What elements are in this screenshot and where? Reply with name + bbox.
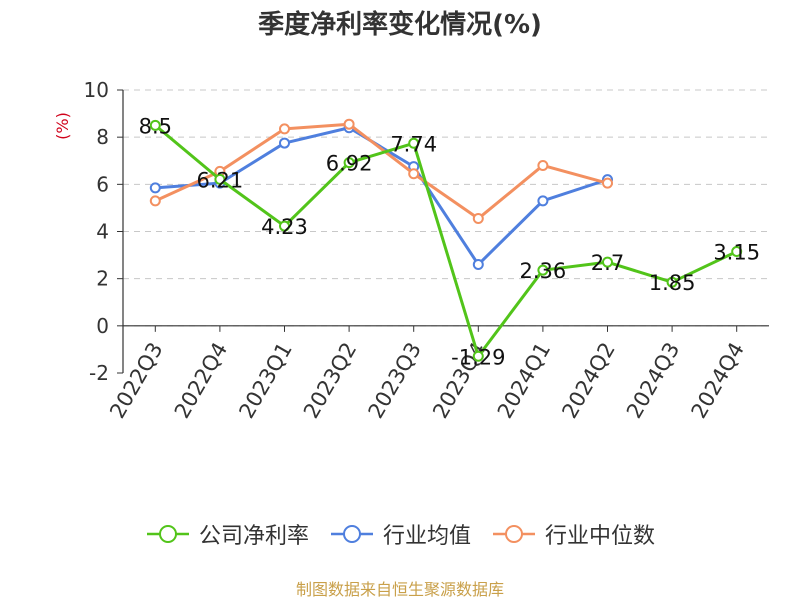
legend-item-industry-median[interactable]: 行业中位数 xyxy=(491,518,655,550)
x-tick-label: 2023Q1 xyxy=(234,338,296,422)
data-point xyxy=(149,182,161,194)
data-point xyxy=(472,350,484,362)
x-tick-label: 2023Q3 xyxy=(364,338,426,422)
data-point xyxy=(472,213,484,225)
data-label: 6.21 xyxy=(197,168,244,192)
data-point xyxy=(279,220,290,232)
source-note: 制图数据来自恒生聚源数据库 xyxy=(295,580,504,599)
y-tick-label: -2 xyxy=(89,361,109,385)
data-point xyxy=(214,173,226,185)
data-point xyxy=(408,168,420,180)
x-tick-label: 2024Q3 xyxy=(622,338,684,422)
legend-label-company: 公司净利率 xyxy=(198,524,309,549)
data-point xyxy=(279,137,290,149)
data-point xyxy=(472,259,484,271)
data-point xyxy=(537,195,549,207)
y-tick-label: 4 xyxy=(96,220,109,244)
data-point xyxy=(602,256,613,268)
legend-marker-industry-median xyxy=(493,525,535,543)
data-point xyxy=(343,118,355,130)
y-tick-label: 10 xyxy=(84,78,109,102)
data-label: 7.74 xyxy=(390,132,437,156)
legend: 公司净利率 行业均值 行业中位数 xyxy=(0,518,800,550)
x-tick-label: 2024Q2 xyxy=(557,338,619,422)
legend-label-industry-mean: 行业均值 xyxy=(382,524,471,549)
data-label: 6.92 xyxy=(326,152,373,176)
legend-item-company[interactable]: 公司净利率 xyxy=(145,518,309,550)
legend-marker-industry-mean xyxy=(330,525,373,543)
data-point xyxy=(537,264,549,276)
y-tick-label: 0 xyxy=(96,314,109,338)
x-tick-label: 2023Q2 xyxy=(299,338,361,422)
data-label: 2.36 xyxy=(520,259,567,283)
y-axis-unit-label: (%) xyxy=(53,112,72,140)
data-label: 3.15 xyxy=(713,241,760,265)
y-tick-label: 8 xyxy=(96,125,109,149)
data-point xyxy=(602,177,613,189)
data-point xyxy=(343,157,355,169)
series-line xyxy=(154,124,738,358)
y-tick-label: 2 xyxy=(96,267,109,291)
data-point xyxy=(149,119,161,131)
data-point xyxy=(279,123,290,135)
data-point xyxy=(731,246,743,258)
legend-item-industry-mean[interactable]: 行业均值 xyxy=(329,518,471,550)
x-tick-label: 2022Q4 xyxy=(170,338,232,422)
y-tick-label: 6 xyxy=(96,172,109,196)
data-label: 4.23 xyxy=(261,215,308,239)
x-tick-label: 2024Q4 xyxy=(687,338,749,422)
legend-marker-company xyxy=(146,525,189,543)
data-point xyxy=(408,137,420,149)
legend-label-industry-median: 行业中位数 xyxy=(545,524,656,549)
series-line xyxy=(154,122,608,221)
data-point xyxy=(149,195,161,207)
data-label: 2.7 xyxy=(591,251,624,275)
data-label: 1.85 xyxy=(649,271,696,295)
data-point xyxy=(537,159,549,171)
data-point xyxy=(666,276,678,288)
data-label: 8.5 xyxy=(139,114,172,138)
x-tick-label: 2022Q3 xyxy=(105,338,167,422)
data-label: -1.29 xyxy=(451,345,505,369)
chart-title: 季度净利率变化情况(%) xyxy=(258,10,542,40)
